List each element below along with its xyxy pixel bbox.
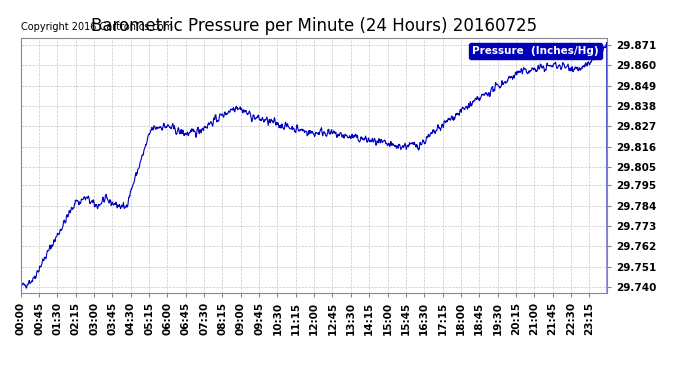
Pressure  (Inches/Hg) (482, 91, 490, 96)
Pressure  (Inches/Hg) (603, 290, 611, 295)
Pressure  (Inches/Hg) (213, 120, 221, 124)
Pressure  (Inches/Hg) (17, 290, 25, 295)
Legend: Pressure  (Inches/Hg): Pressure (Inches/Hg) (469, 43, 602, 59)
Pressure  (Inches/Hg) (405, 143, 413, 148)
Title: Barometric Pressure per Minute (24 Hours) 20160725: Barometric Pressure per Minute (24 Hours… (91, 16, 537, 34)
Pressure  (Inches/Hg) (602, 40, 611, 45)
Pressure  (Inches/Hg) (132, 171, 141, 175)
Line: Pressure  (Inches/Hg): Pressure (Inches/Hg) (21, 42, 607, 292)
Text: Copyright 2016 Cartronics.com: Copyright 2016 Cartronics.com (21, 22, 172, 32)
Pressure  (Inches/Hg) (147, 128, 155, 132)
Pressure  (Inches/Hg) (533, 67, 542, 71)
